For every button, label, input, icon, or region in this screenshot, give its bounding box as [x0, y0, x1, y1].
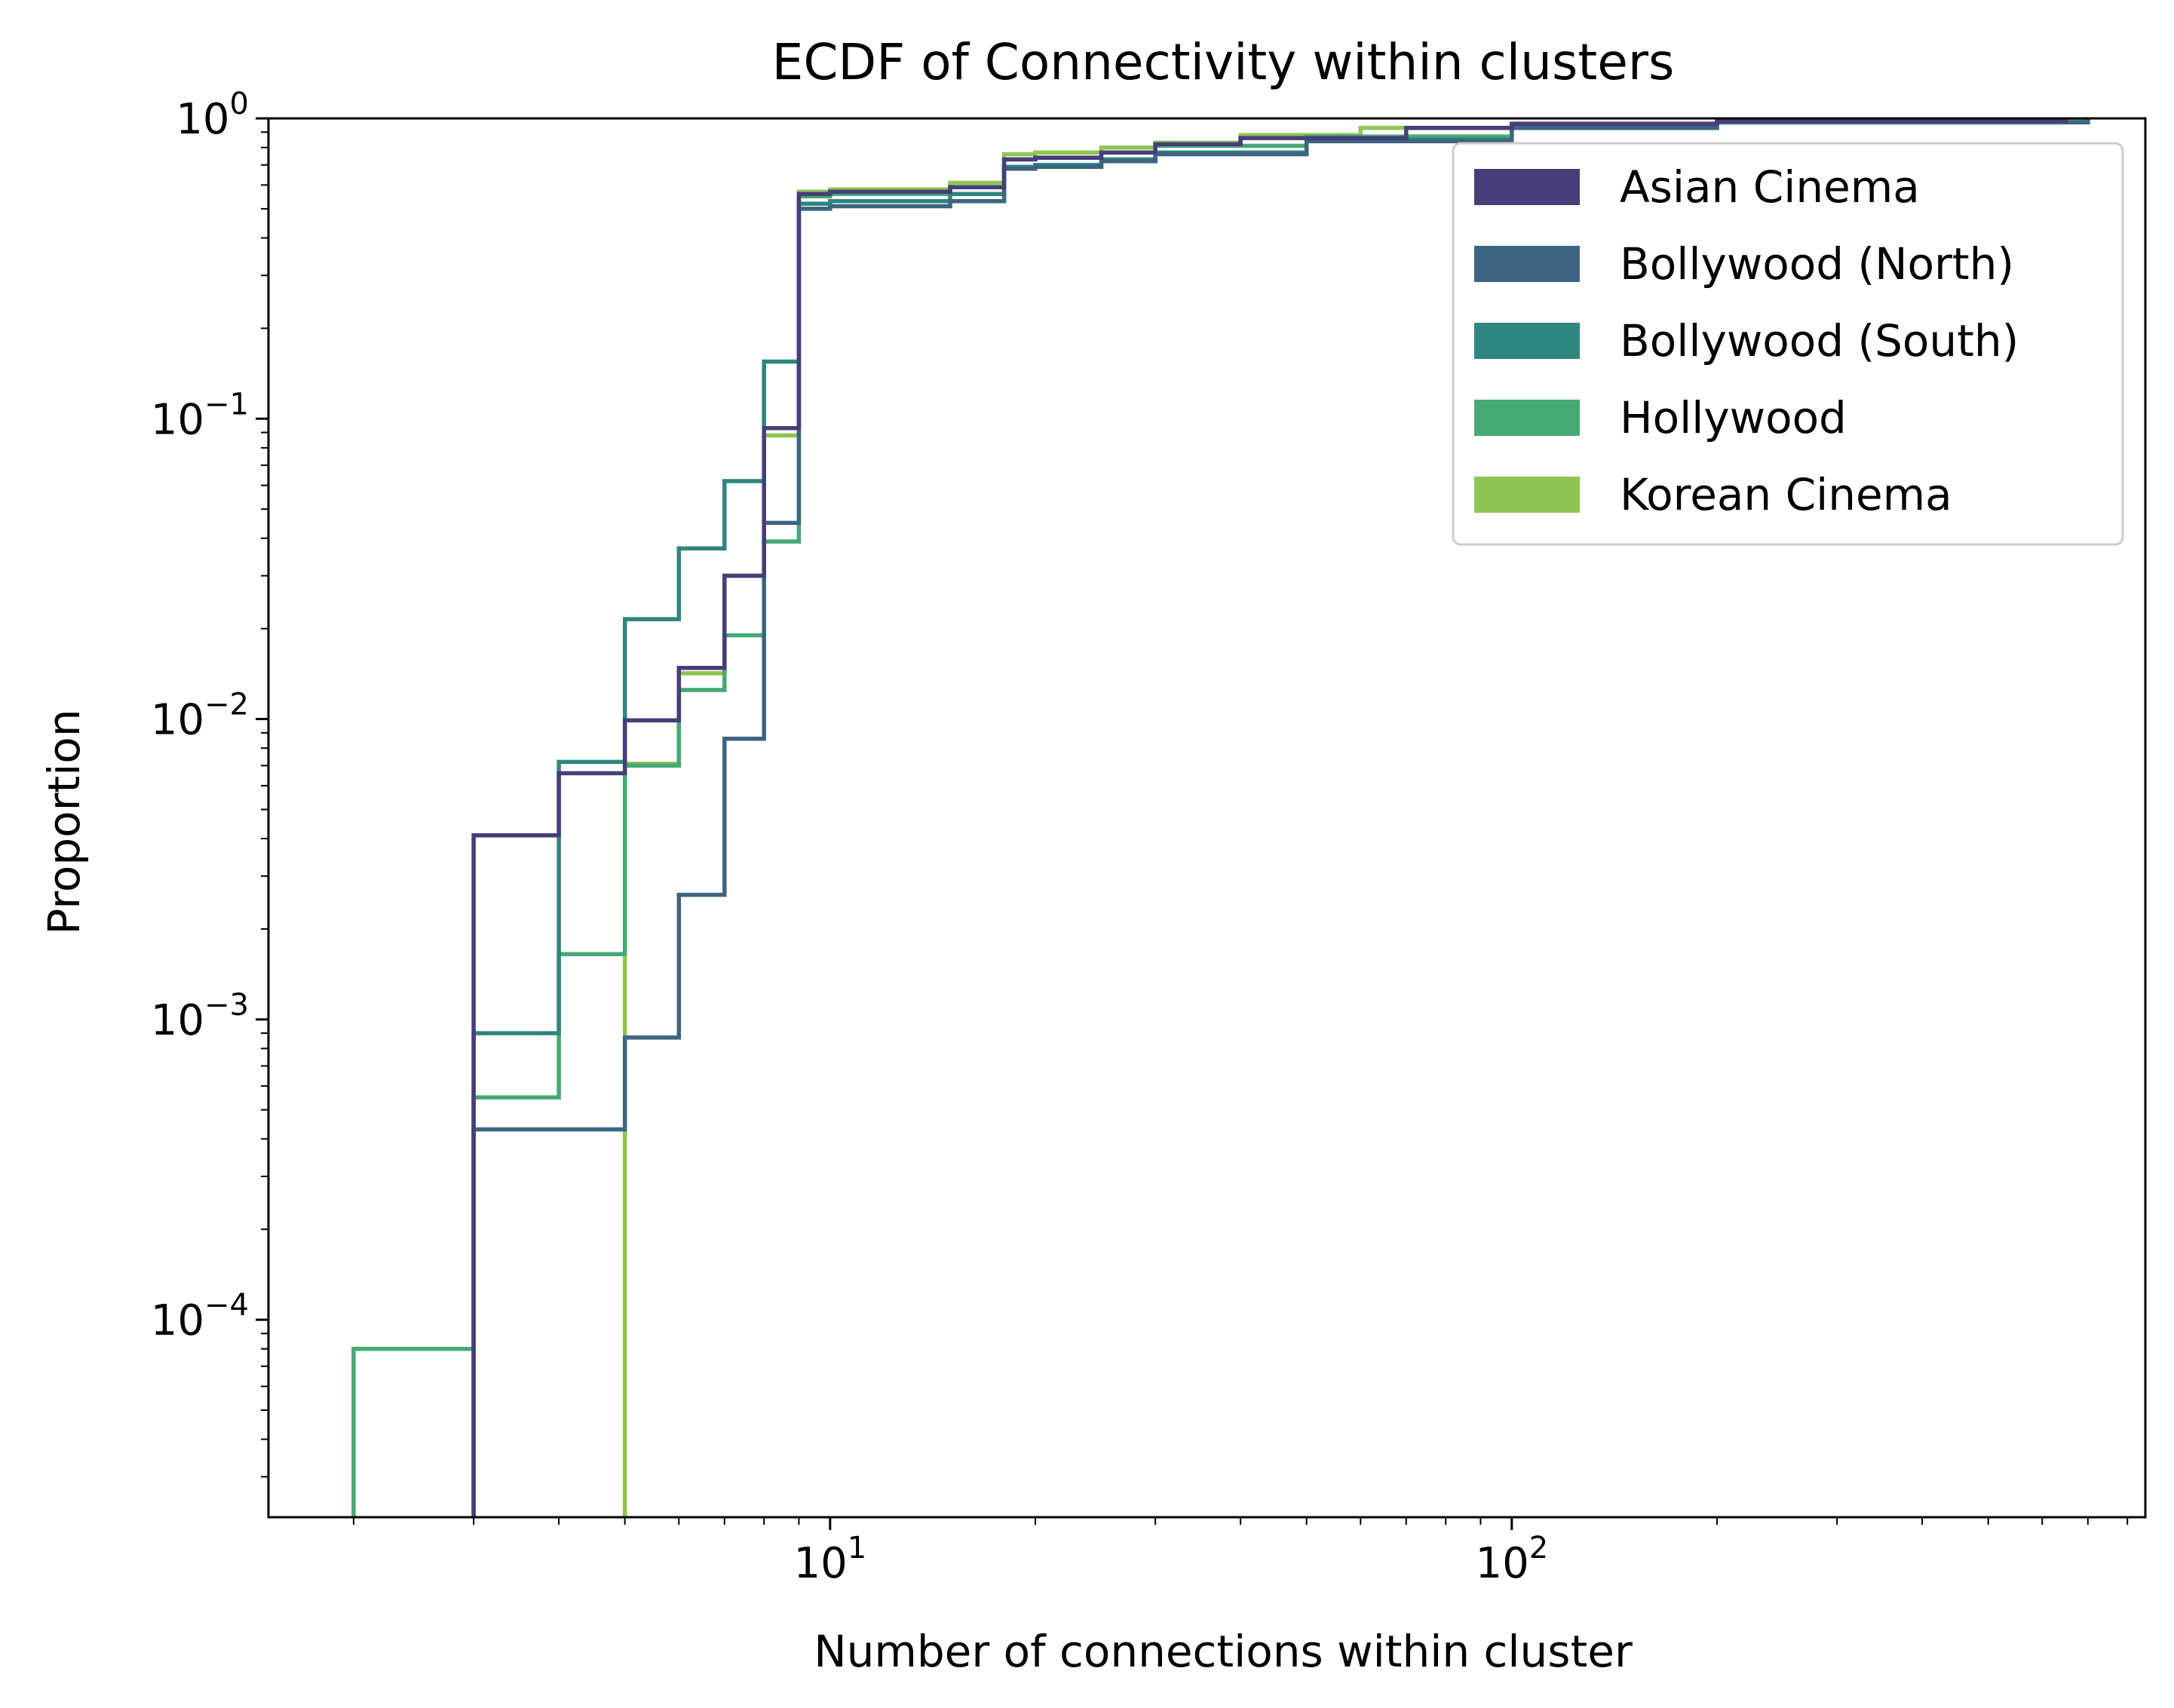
x-tick-label: 102	[1475, 1531, 1548, 1588]
y-tick-label: 10−1	[151, 387, 249, 444]
y-tick-label: 100	[176, 87, 249, 144]
series-line-bollywood-north	[471, 118, 2090, 1517]
legend-swatch-bollywood-north	[1474, 246, 1580, 282]
legend-swatch-korean-cinema	[1474, 477, 1580, 513]
y-tick-label: 10−4	[151, 1288, 249, 1345]
y-tick-label: 10−3	[151, 988, 249, 1045]
x-axis-label: Number of connections within cluster	[814, 1626, 1633, 1677]
legend-label-bollywood-south: Bollywood (South)	[1620, 315, 2019, 366]
x-tick-label: 101	[793, 1531, 866, 1588]
chart-title: ECDF of Connectivity within clusters	[772, 33, 1675, 91]
legend-frame	[1452, 142, 2124, 546]
legend-label-hollywood: Hollywood	[1620, 392, 1847, 443]
plot-frame	[267, 117, 2147, 1519]
legend-label-korean-cinema: Korean Cinema	[1620, 469, 1952, 520]
legend-label-bollywood-north: Bollywood (North)	[1620, 238, 2014, 290]
legend-swatch-hollywood	[1474, 400, 1580, 436]
legend-swatch-bollywood-south	[1474, 323, 1580, 359]
y-tick-label: 10−2	[151, 688, 249, 745]
ticks-layer: 101 102 100 10−1 10−2 10−3 10−4	[151, 87, 2129, 1588]
series-line-asian-cinema	[471, 118, 2068, 1517]
legend-label-asian-cinema: Asian Cinema	[1620, 161, 1920, 213]
y-axis-label: Proportion	[38, 709, 90, 934]
legend-swatch-asian-cinema	[1474, 169, 1580, 205]
legend: Asian Cinema Bollywood (North) Bollywood (…	[1452, 142, 2124, 546]
series-layer	[351, 118, 2090, 1517]
